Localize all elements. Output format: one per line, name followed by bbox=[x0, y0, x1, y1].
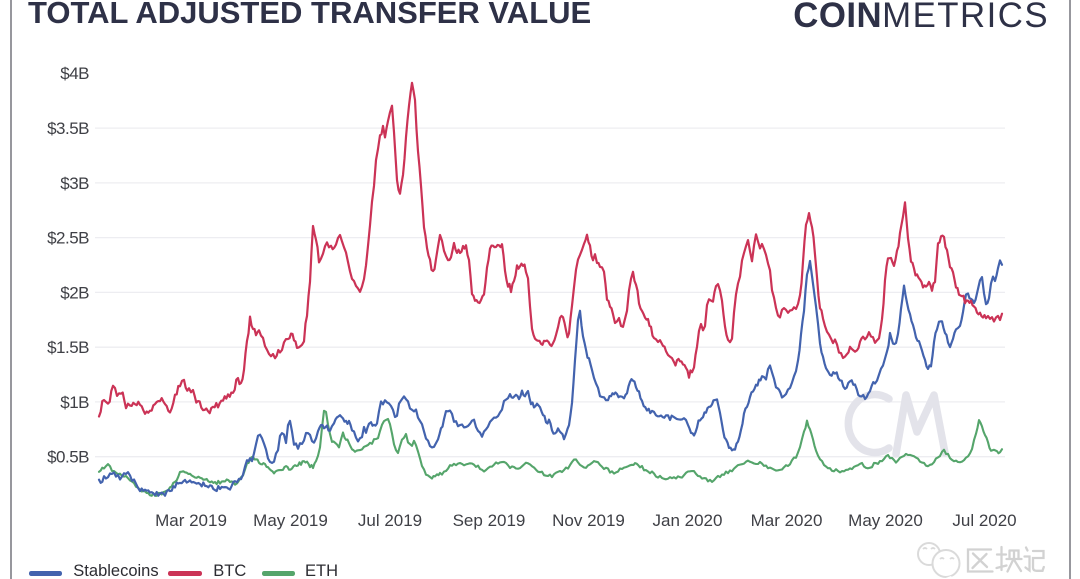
svg-text:Jan 2020: Jan 2020 bbox=[653, 511, 723, 530]
svg-text:May 2020: May 2020 bbox=[848, 511, 923, 530]
svg-text:Mar 2020: Mar 2020 bbox=[751, 511, 823, 530]
svg-text:$2B: $2B bbox=[60, 283, 89, 302]
svg-text:$2.5B: $2.5B bbox=[47, 229, 89, 248]
svg-text:Sep 2019: Sep 2019 bbox=[453, 511, 526, 530]
svg-text:$1B: $1B bbox=[60, 393, 89, 412]
svg-text:$4B: $4B bbox=[60, 64, 89, 83]
svg-text:Nov 2019: Nov 2019 bbox=[552, 511, 625, 530]
svg-text:$3.5B: $3.5B bbox=[47, 119, 89, 138]
svg-text:Jul 2020: Jul 2020 bbox=[952, 511, 1016, 530]
svg-text:May 2019: May 2019 bbox=[253, 511, 328, 530]
svg-text:$3B: $3B bbox=[60, 174, 89, 193]
svg-text:$1.5B: $1.5B bbox=[47, 338, 89, 357]
svg-text:Jul 2019: Jul 2019 bbox=[358, 511, 422, 530]
svg-text:Mar 2019: Mar 2019 bbox=[155, 511, 227, 530]
svg-text:$0.5B: $0.5B bbox=[47, 448, 89, 467]
